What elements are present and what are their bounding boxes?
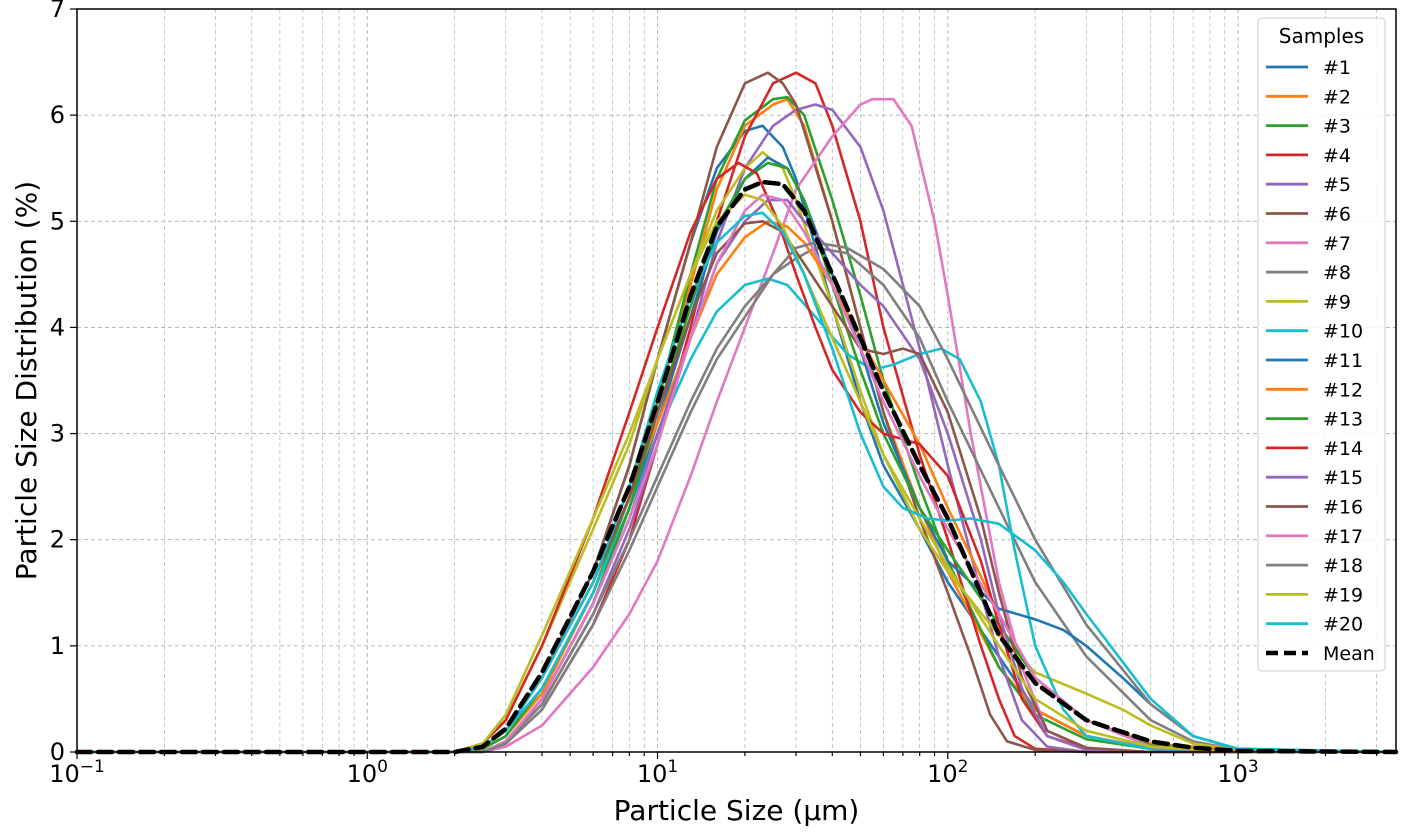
legend-title: Samples <box>1279 24 1364 48</box>
series-line-12 <box>75 219 1398 754</box>
legend-label: #8 <box>1323 262 1351 284</box>
y-tick-label: 1 <box>50 632 65 660</box>
x-axis-label: Particle Size (µm) <box>614 794 860 827</box>
legend-box <box>1257 17 1386 672</box>
legend-label: #15 <box>1323 467 1363 489</box>
series-line-9 <box>75 150 1398 754</box>
y-tick-label: 5 <box>50 207 65 235</box>
series-line-19 <box>75 193 1398 754</box>
series-line-17 <box>75 193 1398 754</box>
y-tick-label: 4 <box>50 313 65 341</box>
series-line-14 <box>75 161 1398 754</box>
y-tick-label: 3 <box>50 420 65 448</box>
legend-label: Mean <box>1323 643 1375 665</box>
legend-label: #11 <box>1323 350 1363 372</box>
x-tick-label: 101 <box>637 757 678 788</box>
legend-label: #14 <box>1323 438 1363 460</box>
y-tick-labels: 0 1 2 3 4 5 6 7 <box>50 0 65 766</box>
legend-label: #4 <box>1323 145 1351 167</box>
series-line-16 <box>75 219 1398 754</box>
series-lines <box>74 71 1399 755</box>
x-tick-label: 103 <box>1217 757 1258 788</box>
y-tick-label: 6 <box>50 101 65 129</box>
series-line-2 <box>75 97 1398 754</box>
x-tick-label: 102 <box>927 757 968 788</box>
legend-label: #19 <box>1323 584 1363 606</box>
x-tick-label: 10−1 <box>49 757 105 788</box>
series-line-13 <box>75 161 1398 754</box>
series-line-20 <box>75 211 1398 754</box>
legend-label: #20 <box>1323 614 1363 636</box>
axis-ticks <box>70 8 1378 759</box>
legend-label: #9 <box>1323 291 1351 313</box>
x-tick-label: 100 <box>347 757 388 788</box>
legend-label: #16 <box>1323 497 1363 519</box>
legend-label: #10 <box>1323 321 1363 343</box>
legend-label: #3 <box>1323 116 1351 138</box>
x-tick-labels: 10−1 100 101 102 103 <box>49 757 1259 788</box>
series-line-1 <box>75 124 1398 754</box>
series-line-18 <box>75 241 1398 754</box>
y-tick-label: 0 <box>50 738 65 766</box>
series-line-6 <box>75 71 1398 754</box>
legend-label: #1 <box>1323 57 1351 79</box>
y-tick-label: 7 <box>50 0 65 23</box>
legend-label: #13 <box>1323 409 1363 431</box>
y-axis-label: Particle Size Distribution (%) <box>10 181 43 580</box>
grid <box>76 8 1396 753</box>
legend-label: #12 <box>1323 379 1363 401</box>
y-tick-label: 2 <box>50 526 65 554</box>
series-line-mean <box>74 179 1399 755</box>
series-line-10 <box>75 277 1398 754</box>
plot-frame <box>76 8 1397 753</box>
legend-label: #18 <box>1323 555 1363 577</box>
legend-label: #7 <box>1323 233 1351 255</box>
legend-label: #6 <box>1323 204 1351 226</box>
legend-label: #17 <box>1323 526 1363 548</box>
series-line-4 <box>75 71 1398 754</box>
legend: Samples #1#2#3#4#5#6#7#8#9#10#11#12#13#1… <box>1257 17 1386 672</box>
legend-entries: #1 #2 #3 #4 #5 #6 #7 #8 #9 #10 #11 #12 #13 #14 #15 #16 #… <box>1266 57 1375 665</box>
series-line-15 <box>75 198 1398 754</box>
legend-label: #2 <box>1323 86 1351 108</box>
legend-label: #5 <box>1323 174 1351 196</box>
series-line-8 <box>75 246 1398 754</box>
